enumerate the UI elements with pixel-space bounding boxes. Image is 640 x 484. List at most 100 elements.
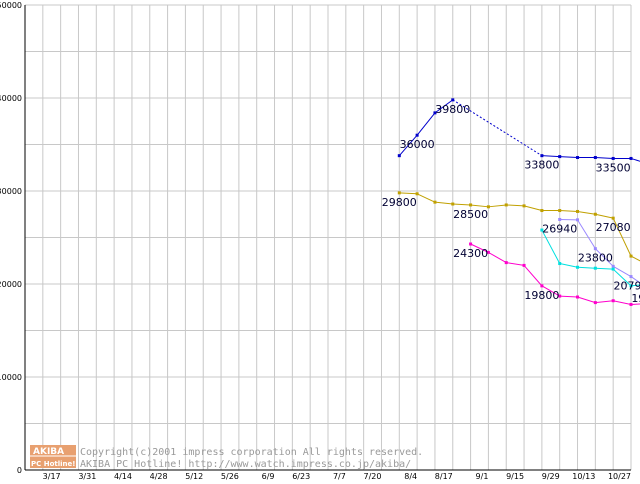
- series-segment: [578, 297, 596, 303]
- data-label: 33800: [524, 159, 559, 172]
- x-tick-label: 10/27: [608, 472, 631, 480]
- data-point: [576, 218, 579, 221]
- data-label: 33500: [596, 161, 631, 174]
- data-point: [612, 268, 615, 271]
- axis-layer: 010000200003000040000500003/173/314/144/…: [0, 1, 631, 480]
- data-point: [594, 301, 597, 304]
- data-point: [523, 264, 526, 267]
- data-point: [540, 209, 543, 212]
- series-segment: [488, 252, 506, 262]
- x-tick-label: 4/14: [114, 472, 132, 480]
- data-point: [630, 275, 633, 278]
- data-label: 29800: [382, 196, 417, 209]
- data-point: [612, 265, 615, 268]
- x-tick-label: 9/29: [542, 472, 560, 480]
- grid-layer: [25, 5, 631, 470]
- x-tick-label: 8/4: [404, 472, 417, 480]
- data-label: 20799: [614, 280, 640, 293]
- series-segment: [506, 263, 524, 266]
- x-tick-label: 3/17: [43, 472, 61, 480]
- series-segment: [595, 268, 613, 269]
- data-point: [558, 218, 561, 221]
- data-point: [433, 201, 436, 204]
- data-point: [416, 134, 419, 137]
- akiba-logo-top: AKIBA: [33, 447, 64, 457]
- data-point: [469, 243, 472, 246]
- footer: AKIBA PC Hotline! Copyright(c)2001 impre…: [30, 445, 423, 470]
- x-tick-label: 10/13: [572, 472, 595, 480]
- data-point: [576, 266, 579, 269]
- data-point: [416, 192, 419, 195]
- data-point: [505, 203, 508, 206]
- series-segment: [560, 211, 578, 212]
- series-segment: [595, 158, 613, 159]
- data-point: [612, 299, 615, 302]
- data-label: 19480: [631, 292, 640, 305]
- series-segment: [560, 157, 578, 158]
- data-point: [576, 156, 579, 159]
- copyright-line: Copyright(c)2001 impress corporation All…: [80, 447, 423, 458]
- series-segment: [595, 214, 613, 218]
- data-point: [576, 210, 579, 213]
- data-point: [469, 203, 472, 206]
- x-tick-label: 5/12: [185, 472, 203, 480]
- series-segment: [578, 211, 596, 214]
- y-tick-label: 30000: [0, 187, 22, 196]
- x-tick-label: 5/26: [221, 472, 239, 480]
- x-tick-label: 6/23: [292, 472, 310, 480]
- akiba-logo-bottom: PC Hotline!: [31, 460, 75, 468]
- y-tick-label: 20000: [0, 280, 22, 289]
- series-segment: [595, 301, 613, 303]
- series-segment: [435, 202, 453, 204]
- series-segment: [542, 156, 560, 157]
- x-tick-label: 8/17: [435, 472, 453, 480]
- y-tick-label: 40000: [0, 94, 22, 103]
- series-segment: [578, 267, 596, 268]
- data-label: 23800: [578, 252, 613, 265]
- series-segment: [613, 301, 631, 305]
- x-tick-label: 3/31: [78, 472, 96, 480]
- data-label: 39800: [435, 103, 470, 116]
- data-point: [505, 261, 508, 264]
- data-point: [540, 154, 543, 157]
- data-point: [630, 255, 633, 258]
- data-point: [576, 296, 579, 299]
- data-label: 27080: [596, 221, 631, 234]
- data-point: [451, 203, 454, 206]
- y-tick-label: 10000: [0, 373, 22, 382]
- series-segment: [560, 264, 578, 268]
- series-layer: [398, 98, 640, 312]
- site-url-line: AKIBA PC Hotline! http://www.watch.impre…: [80, 459, 411, 470]
- data-point: [594, 213, 597, 216]
- data-label: 36000: [400, 138, 435, 151]
- series-segment: [417, 194, 435, 202]
- series-segment: [524, 206, 542, 211]
- series-segment: [488, 205, 506, 207]
- x-tick-label: 7/20: [364, 472, 382, 480]
- series-segment: [453, 204, 471, 205]
- y-tick-label: 0: [17, 466, 22, 475]
- x-tick-label: 9/15: [506, 472, 524, 480]
- data-point: [594, 267, 597, 270]
- series-segment: [506, 205, 524, 206]
- data-point: [558, 262, 561, 265]
- data-point: [558, 155, 561, 158]
- data-label: 24300: [453, 247, 488, 260]
- data-point: [451, 98, 454, 101]
- x-tick-label: 6/9: [262, 472, 275, 480]
- data-point: [523, 204, 526, 207]
- data-point: [398, 191, 401, 194]
- series-segment: [560, 296, 578, 297]
- data-point: [594, 156, 597, 159]
- data-point: [540, 284, 543, 287]
- data-point: [558, 209, 561, 212]
- data-label: 26940: [542, 222, 577, 235]
- series-segment: [417, 113, 435, 135]
- series-segment: [524, 265, 542, 285]
- data-label: 28500: [453, 208, 488, 221]
- x-tick-label: 4/28: [150, 472, 168, 480]
- data-point: [398, 154, 401, 157]
- data-point: [612, 157, 615, 160]
